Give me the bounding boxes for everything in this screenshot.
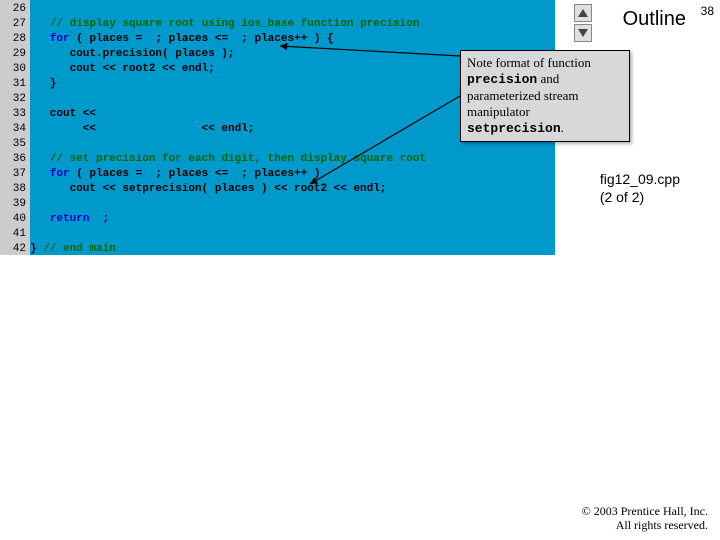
line-num: 39 [0,197,26,212]
line-num: 26 [0,2,26,17]
line-num: 37 [0,167,26,182]
figure-filename: fig12_09.cpp [600,170,680,188]
callout-mono: precision [467,72,537,87]
line-num: 32 [0,92,26,107]
page-number: 38 [701,4,714,18]
nav-up-button[interactable] [574,4,592,22]
line-num: 31 [0,77,26,92]
line-num: 29 [0,47,26,62]
line-num: 33 [0,107,26,122]
callout-mono: setprecision [467,121,561,136]
callout-box: Note format of function precision and pa… [460,50,630,142]
line-gutter: 26 27 28 29 30 31 32 33 34 35 36 37 38 3… [0,0,30,255]
callout-text: . [561,120,564,135]
callout-text: Note format of function [467,55,591,70]
line-num: 27 [0,17,26,32]
line-num: 41 [0,227,26,242]
line-num: 42 [0,242,26,257]
line-num: 34 [0,122,26,137]
line-num: 36 [0,152,26,167]
line-num: 28 [0,32,26,47]
nav-down-button[interactable] [574,24,592,42]
figure-page: (2 of 2) [600,188,680,206]
chevron-down-icon [578,29,588,37]
line-num: 35 [0,137,26,152]
line-num: 30 [0,62,26,77]
copyright-line: All rights reserved. [582,518,708,532]
line-num: 38 [0,182,26,197]
figure-label: fig12_09.cpp (2 of 2) [600,170,680,206]
outline-label: Outline [623,8,686,31]
code-lines: // display square root using ios_base fu… [30,2,426,257]
copyright-line: © 2003 Prentice Hall, Inc. [582,504,708,518]
chevron-up-icon [578,9,588,17]
copyright: © 2003 Prentice Hall, Inc. All rights re… [582,504,708,532]
line-num: 40 [0,212,26,227]
